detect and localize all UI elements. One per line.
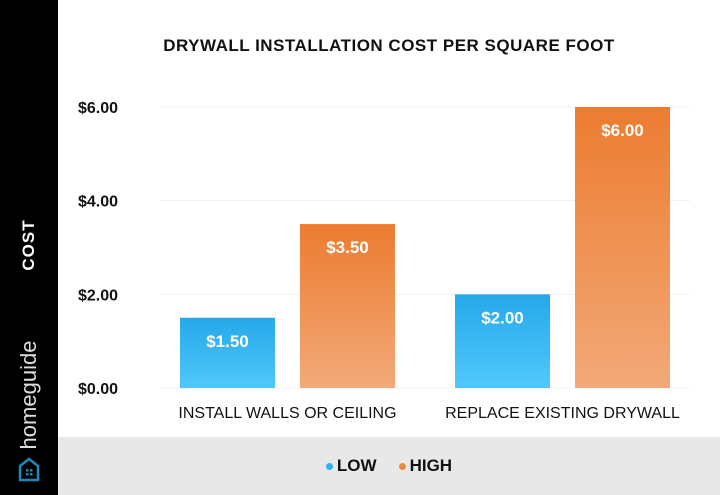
legend-label: HIGH xyxy=(409,456,453,475)
bar-low xyxy=(180,317,275,388)
plot-area: $0.00 $2.00 $4.00 $6.00 $1.50 $3.50 INSTALL WA… xyxy=(78,100,690,422)
legend-item-high: HIGH xyxy=(398,456,453,476)
legend: LOW HIGH xyxy=(58,437,720,495)
bar-low xyxy=(455,294,550,388)
data-label: $6.00 xyxy=(601,121,644,140)
home-icon xyxy=(18,457,40,482)
legend-dot-icon xyxy=(325,463,333,471)
chart-title: DRYWALL INSTALLATION COST PER SQUARE FOO… xyxy=(163,36,615,55)
x-tick-label: REPLACE EXISTING DRYWALL xyxy=(445,405,680,422)
data-label: $3.50 xyxy=(326,238,369,257)
y-tick-label: $0.00 xyxy=(78,381,118,398)
data-label: $2.00 xyxy=(481,308,524,327)
x-tick-label: INSTALL WALLS OR CEILING xyxy=(178,405,396,422)
bar-high xyxy=(575,107,670,388)
sidebar: COST homeguide xyxy=(0,0,58,495)
legend-dot-icon xyxy=(398,463,406,471)
legend-item-low: LOW xyxy=(325,456,377,476)
y-tick-label: $4.00 xyxy=(78,194,118,211)
legend-label: LOW xyxy=(336,456,377,475)
data-label: $1.50 xyxy=(206,332,249,351)
y-tick-label: $2.00 xyxy=(78,287,118,304)
bar-high xyxy=(300,224,395,388)
y-tick-label: $6.00 xyxy=(78,100,118,117)
